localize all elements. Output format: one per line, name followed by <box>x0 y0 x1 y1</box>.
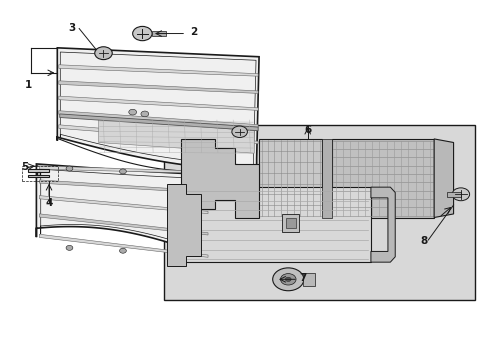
Bar <box>22 166 58 181</box>
Polygon shape <box>174 187 370 262</box>
Polygon shape <box>433 139 453 217</box>
Polygon shape <box>36 164 210 258</box>
Text: 1: 1 <box>24 80 32 90</box>
Circle shape <box>66 246 73 250</box>
Circle shape <box>128 109 136 115</box>
Polygon shape <box>39 195 207 213</box>
Polygon shape <box>28 169 49 177</box>
Polygon shape <box>59 81 258 93</box>
Text: 2: 2 <box>189 27 197 37</box>
Circle shape <box>285 277 290 282</box>
Circle shape <box>119 169 126 174</box>
Text: 5: 5 <box>21 162 28 172</box>
Text: 4: 4 <box>45 198 53 208</box>
Circle shape <box>141 111 148 117</box>
Polygon shape <box>39 214 207 235</box>
Polygon shape <box>57 48 259 170</box>
Polygon shape <box>59 125 258 144</box>
Polygon shape <box>39 180 207 193</box>
Circle shape <box>272 268 303 291</box>
Polygon shape <box>164 125 474 300</box>
Bar <box>447 192 460 197</box>
Polygon shape <box>39 166 207 174</box>
Bar <box>322 139 331 217</box>
Circle shape <box>280 274 295 285</box>
Polygon shape <box>181 139 259 217</box>
Circle shape <box>231 126 247 138</box>
Polygon shape <box>59 96 258 111</box>
Text: 8: 8 <box>420 236 427 246</box>
Polygon shape <box>331 139 433 217</box>
Bar <box>285 217 295 228</box>
Circle shape <box>66 166 73 171</box>
Polygon shape <box>370 187 394 262</box>
Bar <box>302 273 314 286</box>
Polygon shape <box>259 139 322 217</box>
Polygon shape <box>166 184 201 266</box>
Polygon shape <box>59 65 258 76</box>
Polygon shape <box>60 114 258 131</box>
Circle shape <box>119 248 126 253</box>
Text: 3: 3 <box>68 23 75 33</box>
Circle shape <box>451 188 468 201</box>
Circle shape <box>95 47 112 60</box>
Text: 6: 6 <box>304 125 311 135</box>
Polygon shape <box>59 111 258 127</box>
Bar <box>282 214 299 232</box>
Text: 7: 7 <box>299 273 306 283</box>
Polygon shape <box>39 234 207 257</box>
Polygon shape <box>99 119 254 153</box>
Bar <box>152 31 165 36</box>
Circle shape <box>132 26 152 41</box>
